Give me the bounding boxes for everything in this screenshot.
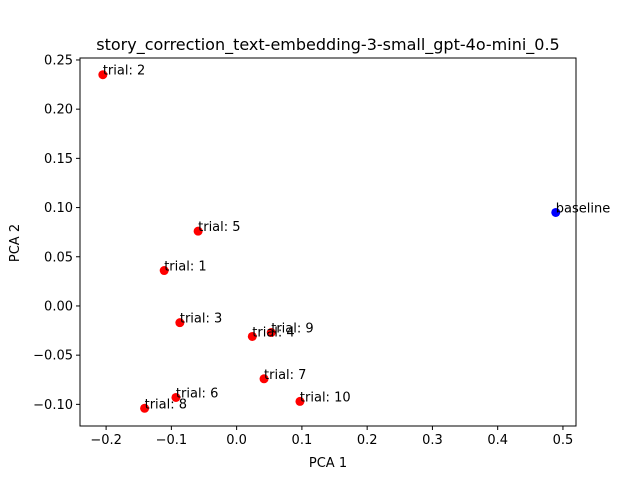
scatter-point-label: trial: 8 <box>145 397 187 412</box>
axis-ticks: −0.2 −0.1 0.0 0.1 0.2 0.3 0.4 0.5 −0.10 −0.05 0.00… <box>33 53 573 448</box>
y-tick-label: −0.10 <box>33 398 73 413</box>
scatter-point <box>266 328 276 338</box>
y-tick-label: −0.05 <box>33 349 73 364</box>
scatter-point-label: trial: 1 <box>164 260 206 275</box>
scatter-point-label: trial: 10 <box>300 390 351 405</box>
scatter-point <box>171 392 181 402</box>
x-tick-label: 0.5 <box>553 433 574 448</box>
scatter-point-label: baseline <box>556 201 610 216</box>
y-axis-label: PCA 2 <box>8 224 23 262</box>
x-tick-label: 0.3 <box>422 433 443 448</box>
scatter-point-label: trial: 9 <box>271 322 313 337</box>
x-tick-label: 0.1 <box>292 433 313 448</box>
scatter-point-label: trial: 5 <box>198 220 240 235</box>
x-tick-label: −0.2 <box>90 433 122 448</box>
x-tick-label: 0.0 <box>226 433 247 448</box>
point-labels: trial: 2 trial: 5 trial: 1 trial: 3 trial: 4… <box>103 64 610 413</box>
scatter-point <box>140 403 150 413</box>
scatter-point-label: trial: 3 <box>180 312 222 327</box>
y-tick-label: 0.25 <box>44 53 73 68</box>
scatter-point <box>551 207 561 217</box>
scatter-point <box>175 318 185 328</box>
scatter-point <box>159 266 169 276</box>
x-tick-label: −0.1 <box>156 433 188 448</box>
scatter-point <box>295 396 305 406</box>
y-tick-label: 0.20 <box>44 103 73 118</box>
scatter-point-label: trial: 4 <box>252 325 294 340</box>
scatter-point-label: trial: 6 <box>176 386 218 401</box>
chart-title: story_correction_text-embedding-3-small_… <box>96 35 559 55</box>
x-axis-label: PCA 1 <box>309 456 347 471</box>
x-tick-label: 0.4 <box>487 433 508 448</box>
y-tick-label: 0.10 <box>44 201 73 216</box>
y-tick-label: 0.05 <box>44 250 73 265</box>
scatter-point <box>193 226 203 236</box>
plot-area-frame <box>79 57 577 427</box>
scatter-point-label: trial: 7 <box>264 368 306 383</box>
y-tick-label: 0.00 <box>44 299 73 314</box>
x-tick-label: 0.2 <box>357 433 378 448</box>
scatter-point <box>98 70 108 80</box>
y-tick-label: 0.15 <box>44 152 73 167</box>
scatter-point <box>259 374 269 384</box>
scatter-point-label: trial: 2 <box>103 64 145 79</box>
scatter-point <box>247 331 257 341</box>
data-points <box>98 70 561 413</box>
